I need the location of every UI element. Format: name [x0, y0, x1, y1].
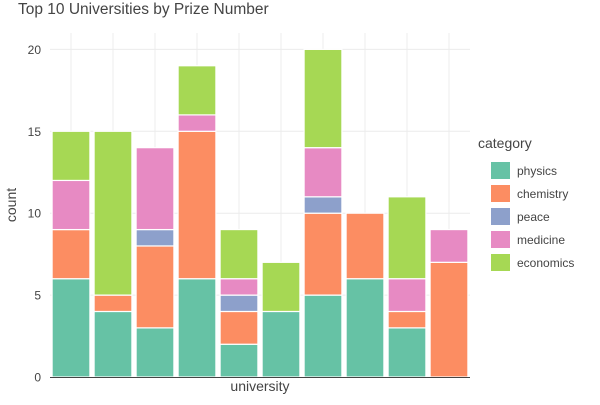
bar-medicine	[429, 228, 469, 263]
bar-economics	[387, 196, 427, 280]
legend-swatch-chemistry	[491, 185, 510, 202]
bar-physics	[177, 278, 217, 378]
legend-label-peace: peace	[517, 210, 550, 224]
legend-label-physics: physics	[517, 164, 557, 178]
x-axis-label: university	[230, 378, 289, 394]
y-tick-label: 20	[28, 43, 42, 57]
bar-medicine	[219, 278, 259, 296]
y-tick-label: 0	[34, 371, 41, 385]
bar-medicine	[387, 278, 427, 313]
bar-physics	[387, 327, 427, 378]
bar-medicine	[135, 147, 175, 231]
bar-economics	[219, 228, 259, 280]
bar-medicine	[177, 114, 217, 132]
bar-chemistry	[429, 261, 469, 378]
bar-peace	[219, 294, 259, 313]
y-tick-label: 5	[34, 289, 41, 303]
y-tick-label: 10	[28, 207, 42, 221]
legend-swatch-economics	[491, 254, 510, 271]
bar-physics	[93, 310, 133, 378]
legend: category physics chemistry peace medicine ec…	[478, 135, 574, 271]
bar-physics	[345, 278, 385, 378]
bar-economics	[303, 48, 343, 149]
legend-title: category	[478, 135, 532, 151]
bar-economics	[93, 130, 133, 296]
bar-peace	[303, 196, 343, 214]
legend-label-chemistry: chemistry	[517, 187, 568, 201]
bar-medicine	[51, 179, 91, 231]
bar-chemistry	[387, 310, 427, 329]
bar-physics	[261, 310, 301, 378]
legend-label-economics: economics	[517, 256, 574, 270]
bar-chemistry	[345, 212, 385, 280]
bar-economics	[177, 65, 217, 116]
bar-physics	[135, 327, 175, 378]
y-axis-label: count	[3, 188, 19, 222]
chart-title: Top 10 Universities by Prize Number	[18, 1, 269, 18]
legend-swatch-physics	[491, 162, 510, 179]
bar-physics	[303, 294, 343, 378]
bar-economics	[261, 261, 301, 313]
bar-chemistry	[303, 212, 343, 296]
bar-physics	[51, 278, 91, 378]
bar-chemistry	[51, 228, 91, 280]
bar-peace	[135, 228, 175, 247]
legend-swatch-peace	[491, 208, 510, 225]
bars	[51, 48, 469, 378]
legend-label-medicine: medicine	[517, 233, 565, 247]
bar-chemistry	[219, 310, 259, 345]
bar-chemistry	[135, 245, 175, 329]
bar-chemistry	[177, 130, 217, 280]
bar-medicine	[303, 147, 343, 198]
bar-physics	[219, 343, 259, 378]
bar-economics	[51, 130, 91, 182]
y-tick-label: 15	[28, 125, 42, 139]
bar-chemistry	[93, 294, 133, 313]
legend-swatch-medicine	[491, 231, 510, 248]
